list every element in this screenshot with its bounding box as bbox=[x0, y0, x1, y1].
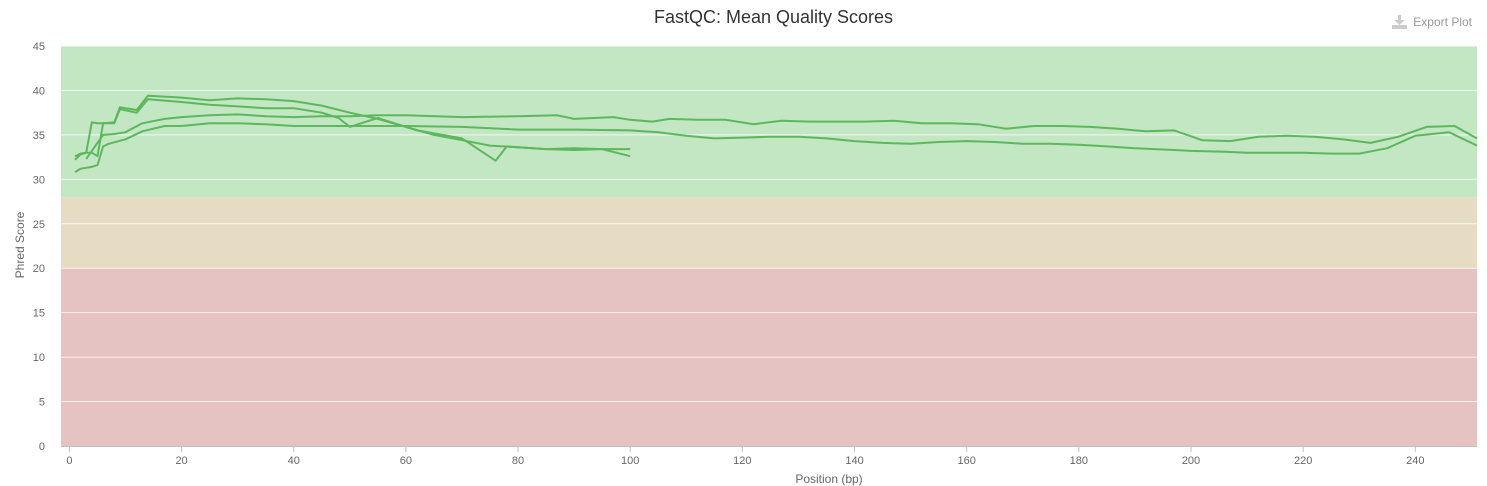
x-tick-label-120: 120 bbox=[733, 455, 751, 467]
series-line-2 bbox=[74, 98, 631, 162]
x-tick-label-220: 220 bbox=[1294, 455, 1312, 467]
y-tick-label-25: 25 bbox=[33, 219, 45, 231]
x-tick-label-140: 140 bbox=[845, 455, 863, 467]
y-tick-label-40: 40 bbox=[33, 85, 45, 97]
series-lines bbox=[74, 94, 1478, 174]
y-tick-label-30: 30 bbox=[33, 174, 45, 186]
quality-bands bbox=[61, 46, 1477, 446]
y-tick-label-10: 10 bbox=[33, 352, 45, 364]
series-line-4 bbox=[85, 113, 1478, 160]
axes: 0 20 40 60 80 100 120 140 160 180 200 220 240 0 5 10 15 2… bbox=[13, 41, 1477, 486]
y-axis-title: Phred Score bbox=[13, 211, 27, 278]
x-tick-label-180: 180 bbox=[1070, 455, 1088, 467]
quality-band-1 bbox=[61, 197, 1477, 269]
x-tick-label-240: 240 bbox=[1406, 455, 1424, 467]
x-tick-label-20: 20 bbox=[175, 455, 187, 467]
download-icon bbox=[1392, 15, 1408, 29]
y-tick-label-20: 20 bbox=[33, 263, 45, 275]
export-plot-button[interactable]: Export Plot bbox=[1391, 13, 1472, 30]
grid-lines bbox=[61, 45, 1477, 403]
y-tick-label-5: 5 bbox=[39, 397, 45, 409]
x-tick-label-60: 60 bbox=[400, 455, 412, 467]
x-tick-label-80: 80 bbox=[512, 455, 524, 467]
series-line-3 bbox=[74, 122, 1478, 174]
y-tick-label-45: 45 bbox=[33, 41, 45, 53]
y-tick-label-35: 35 bbox=[33, 130, 45, 142]
x-tick-label-40: 40 bbox=[288, 455, 300, 467]
x-tick-label-200: 200 bbox=[1182, 455, 1200, 467]
x-tick-label-160: 160 bbox=[957, 455, 975, 467]
y-tick-label-15: 15 bbox=[33, 308, 45, 320]
x-tick-label-100: 100 bbox=[621, 455, 639, 467]
y-tick-label-0: 0 bbox=[39, 441, 45, 453]
x-tick-label-0: 0 bbox=[66, 455, 72, 467]
chart-title: FastQC: Mean Quality Scores bbox=[653, 7, 894, 27]
export-plot-label: Export Plot bbox=[1413, 14, 1472, 29]
x-axis-title: Position (bp) bbox=[795, 472, 862, 486]
